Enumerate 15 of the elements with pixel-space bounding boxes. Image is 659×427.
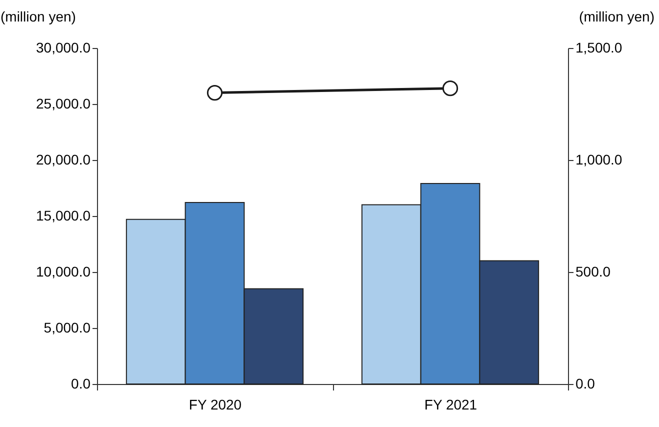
y-tick-label: 10,000.0 bbox=[36, 264, 91, 280]
x-tick-label: FY 2021 bbox=[424, 396, 478, 412]
y-tick-label: 20,000.0 bbox=[36, 152, 91, 168]
y-tick-label: 5,000.0 bbox=[44, 320, 91, 336]
y2-tick-label: 1,000.0 bbox=[576, 152, 622, 168]
y-tick-label: 0.0 bbox=[71, 376, 91, 392]
x-tick-label: FY 2020 bbox=[188, 396, 242, 412]
y2-tick-label: 500.0 bbox=[576, 264, 611, 280]
y2-tick-label: 0.0 bbox=[576, 376, 596, 392]
y-tick-label: 15,000.0 bbox=[36, 208, 91, 224]
y-tick-label: 25,000.0 bbox=[36, 96, 91, 112]
y-tick-label: 30,000.0 bbox=[36, 40, 91, 56]
y-axis-title: (million yen) bbox=[0, 8, 76, 24]
y2-tick-label: 1,500.0 bbox=[576, 40, 622, 56]
y2-axis-title: (million yen) bbox=[579, 8, 654, 24]
